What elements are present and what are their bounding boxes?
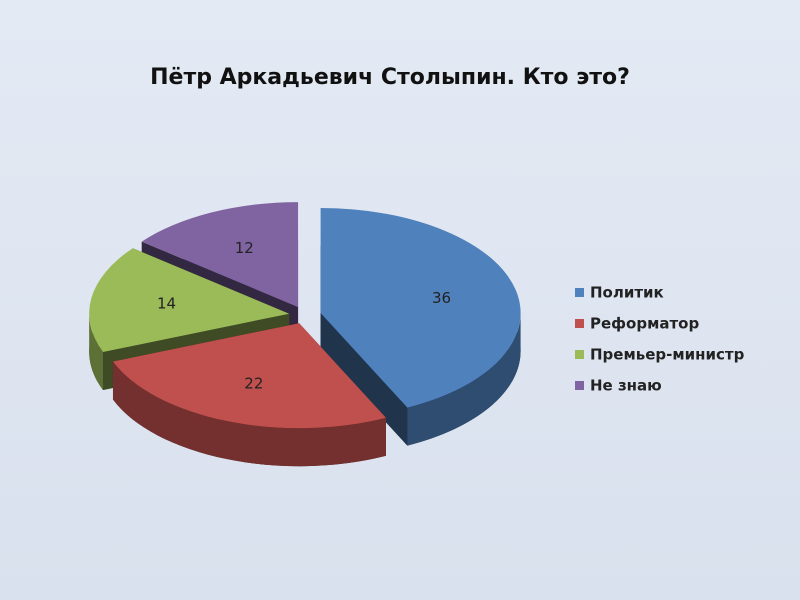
legend: Политик Реформатор Премьер-министр Не знаю (575, 284, 745, 395)
slice (112, 323, 386, 429)
slice (141, 202, 299, 308)
data-label: 12 (235, 239, 254, 257)
slice (112, 323, 386, 467)
slice (320, 208, 521, 408)
slice-rim (89, 313, 104, 391)
legend-swatch (575, 288, 584, 297)
chart-title: Пётр Аркадьевич Столыпин. Кто это? (150, 65, 630, 90)
legend-label: Не знаю (590, 377, 662, 395)
legend-swatch (575, 350, 584, 359)
pie: 36 22 14 12 (89, 202, 521, 467)
slice (89, 248, 290, 353)
legend-label: Реформатор (590, 315, 699, 333)
slice-rim (407, 313, 521, 446)
data-label: 22 (244, 374, 263, 392)
slice-rim (112, 361, 386, 467)
legend-label: Премьер-министр (590, 346, 745, 364)
data-label: 14 (157, 294, 176, 312)
data-label: 36 (432, 289, 451, 307)
legend-label: Политик (590, 284, 664, 302)
slice-wall (320, 313, 408, 446)
legend-swatch (575, 319, 584, 328)
legend-swatch (575, 381, 584, 390)
slice (320, 208, 521, 446)
